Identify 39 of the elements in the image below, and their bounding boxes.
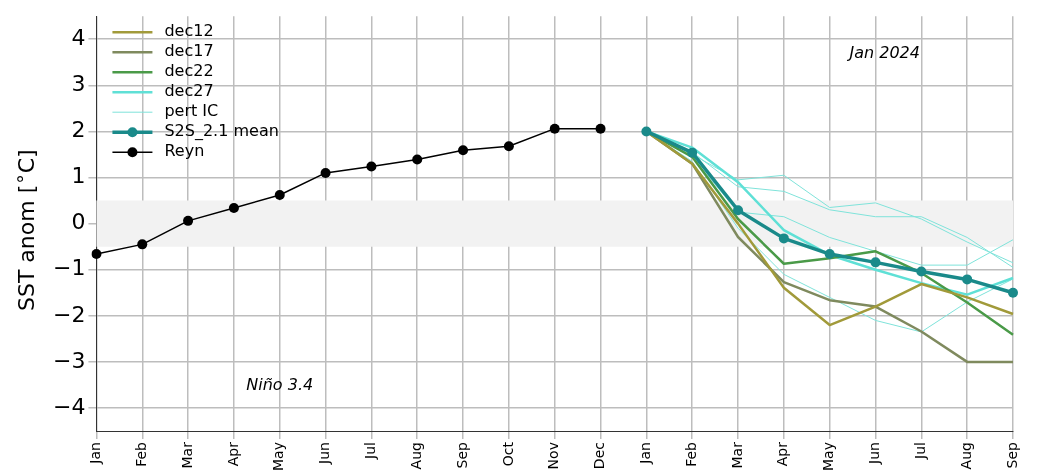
x-tick-label: May <box>270 442 287 472</box>
legend-label: dec17 <box>164 41 214 61</box>
legend-label: pert IC <box>164 101 219 121</box>
x-tick-label: Oct <box>499 441 516 467</box>
y-tick-label: −4 <box>52 393 86 419</box>
y-tick-label: −3 <box>52 347 86 373</box>
x-tick-label: Nov <box>545 442 562 470</box>
x-tick-label: Dec <box>591 442 608 470</box>
x-tick-label: Aug <box>957 442 974 470</box>
x-tick-label: Jul <box>362 442 379 460</box>
x-tick-label: Aug <box>407 442 424 470</box>
x-tick-label: Sep <box>1003 441 1020 469</box>
x-tick-label: Apr <box>774 441 791 467</box>
x-tick-label: Jun <box>316 442 333 465</box>
y-tick-label: −2 <box>52 301 86 327</box>
y-tick-label: 1 <box>71 163 86 189</box>
x-tick-label: Jan <box>637 442 654 465</box>
y-tick-label: 3 <box>71 71 86 97</box>
annotation: Niño 3.4 <box>246 374 314 394</box>
x-tick-label: Jan <box>87 442 104 465</box>
x-tick-label: Mar <box>728 441 745 469</box>
x-tick-label: Apr <box>224 441 241 467</box>
x-tick-label: May <box>820 442 837 472</box>
legend-label: S2S_2.1 mean <box>164 121 279 142</box>
legend-label: dec22 <box>164 61 214 81</box>
x-tick-label: Mar <box>178 441 195 469</box>
y-tick-label: 4 <box>71 24 86 50</box>
y-tick-label: 0 <box>71 209 86 235</box>
legend-label: dec12 <box>164 21 214 41</box>
annotation: Jan 2024 <box>846 42 920 62</box>
x-tick-label: Feb <box>132 441 149 467</box>
y-tick-label: 2 <box>71 117 86 143</box>
x-tick-label: Jul <box>911 442 928 460</box>
legend-label: dec27 <box>164 81 214 101</box>
x-tick-label: Jun <box>866 442 883 465</box>
x-tick-label: Sep <box>453 441 470 469</box>
legend-label: Reyn <box>164 141 205 161</box>
y-tick-label: −1 <box>52 255 86 281</box>
x-tick-label: Feb <box>682 441 699 467</box>
